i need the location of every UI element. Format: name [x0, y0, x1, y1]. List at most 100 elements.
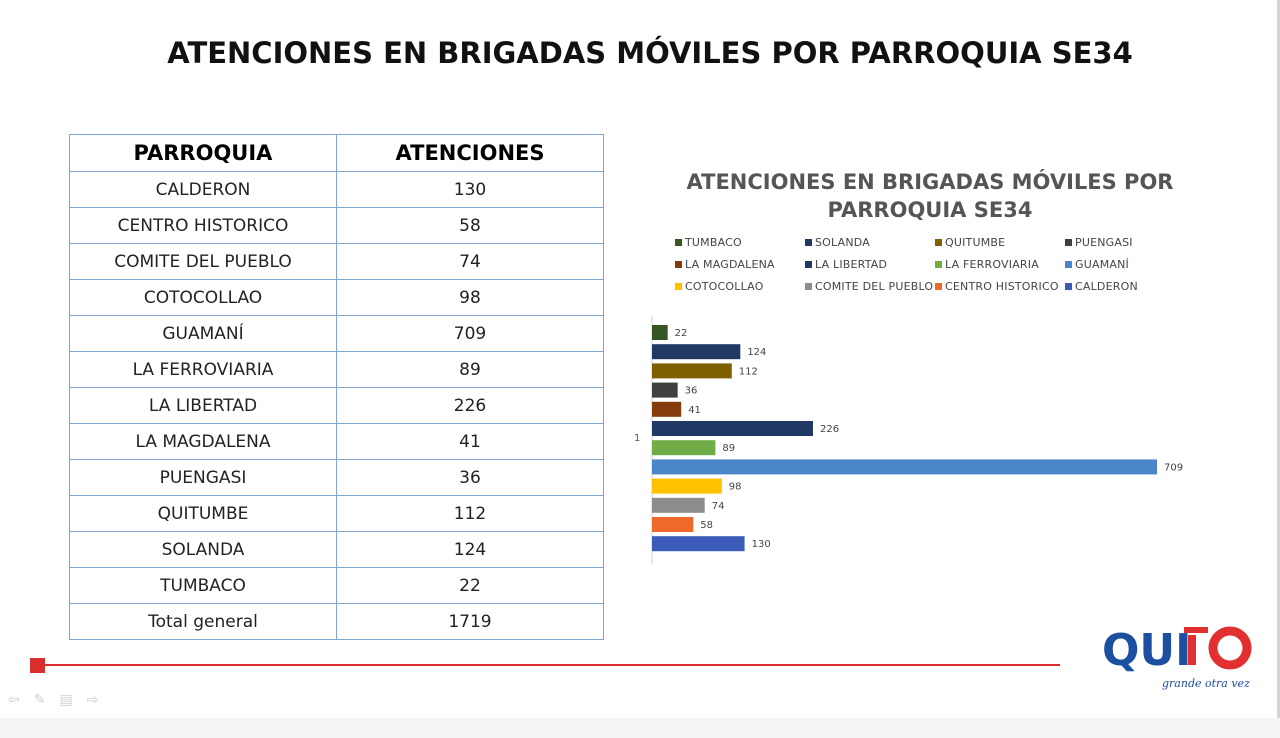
table-row: LA LIBERTAD 226	[69, 387, 604, 424]
legend-swatch	[805, 261, 812, 268]
legend-item: TUMBACO	[675, 236, 742, 249]
cell-parroquia: TUMBACO	[69, 567, 337, 604]
bar-value-label: 124	[747, 347, 766, 358]
bar-value-label: 130	[752, 539, 771, 550]
legend-label: GUAMANÍ	[1075, 258, 1129, 271]
table-row: PUENGASI 36	[69, 459, 604, 496]
legend-label: SOLANDA	[815, 236, 870, 249]
legend-swatch	[1065, 261, 1072, 268]
legend-label: COMITE DEL PUEBLO	[815, 280, 934, 293]
cell-parroquia: COTOCOLLAO	[69, 279, 337, 316]
legend-item: CALDERON	[1065, 280, 1138, 293]
legend-swatch	[935, 239, 942, 246]
cell-parroquia: CENTRO HISTORICO	[69, 207, 337, 244]
legend-swatch	[675, 261, 682, 268]
svg-text:grande otra vez: grande otra vez	[1162, 677, 1250, 690]
bar-chart: 1 22 124 112 36 41 226 89 709 98 74 58 130	[634, 316, 1183, 564]
legend-item: CENTRO HISTORICO	[935, 280, 1059, 293]
cell-parroquia: SOLANDA	[69, 531, 337, 568]
legend-label: LA MAGDALENA	[685, 258, 775, 271]
legend-swatch	[805, 283, 812, 290]
bar	[652, 325, 668, 340]
quito-logo: QUI grande otra vez	[1102, 625, 1252, 690]
category-tick-label: 1	[634, 433, 640, 444]
bar	[652, 344, 741, 360]
legend-label: QUITUMBE	[945, 236, 1006, 249]
bar-value-label: 112	[739, 366, 758, 377]
slide-title: ATENCIONES EN BRIGADAS MÓVILES POR PARRO…	[167, 36, 1133, 70]
table-row: GUAMANÍ 709	[69, 315, 604, 352]
legend-swatch	[935, 283, 942, 290]
legend-label: TUMBACO	[685, 236, 742, 249]
table-row: LA FERROVIARIA 89	[69, 351, 604, 388]
bar	[652, 421, 813, 436]
table-row: QUITUMBE 112	[69, 495, 604, 532]
cell-atenciones: 226	[336, 387, 604, 424]
cell-parroquia: QUITUMBE	[69, 495, 337, 532]
arrow-right-icon[interactable]: ⇨	[86, 692, 99, 708]
cell-atenciones: 98	[336, 279, 604, 316]
bar-value-label: 709	[1164, 462, 1183, 473]
legend-swatch	[935, 261, 942, 268]
legend-item: GUAMANÍ	[1065, 258, 1129, 271]
legend-item: LA LIBERTAD	[805, 258, 887, 271]
table-total-row: Total general 1719	[69, 603, 604, 640]
cell-atenciones: 41	[336, 423, 604, 460]
legend-label: PUENGASI	[1075, 236, 1133, 249]
bar-value-label: 74	[712, 501, 725, 512]
legend-label: CALDERON	[1075, 280, 1138, 293]
bar	[652, 401, 682, 417]
legend-label: LA LIBERTAD	[815, 258, 888, 271]
table-row: CALDERON 130	[69, 171, 604, 208]
bar	[652, 517, 694, 532]
legend-label: LA FERROVIARIA	[945, 258, 1039, 271]
bar-value-label: 226	[820, 424, 839, 435]
legend-swatch	[1065, 239, 1072, 246]
bar-value-label: 89	[722, 443, 735, 454]
bar-value-label: 22	[675, 328, 688, 339]
slides-icon[interactable]: ▤	[59, 692, 73, 708]
bar	[652, 363, 732, 379]
pen-icon[interactable]: ✎	[33, 692, 46, 708]
legend-swatch	[675, 239, 682, 246]
cell-parroquia: GUAMANÍ	[69, 315, 337, 352]
data-table: PARROQUIA ATENCIONES CALDERON 130 CENTRO H…	[69, 134, 604, 640]
bar-value-label: 41	[688, 405, 701, 416]
legend-label: CENTRO HISTORICO	[945, 280, 1059, 293]
cell-atenciones: 58	[336, 207, 604, 244]
cell-atenciones: 124	[336, 531, 604, 568]
bar-value-label: 98	[729, 482, 742, 493]
bar-value-label: 58	[700, 520, 713, 531]
svg-text:QUI: QUI	[1102, 625, 1192, 676]
slide-nav-controls: ⇦ ✎ ▤ ⇨	[8, 692, 98, 708]
cell-parroquia: Total general	[69, 603, 337, 640]
table-row: SOLANDA 124	[69, 531, 604, 568]
legend-swatch	[805, 239, 812, 246]
legend-item: LA MAGDALENA	[675, 258, 775, 271]
legend-swatch	[1065, 283, 1072, 290]
cell-parroquia: CALDERON	[69, 171, 337, 208]
bar	[652, 497, 705, 513]
bar-value-label: 36	[685, 386, 698, 397]
cell-atenciones: 112	[336, 495, 604, 532]
legend-label: COTOCOLLAO	[685, 280, 764, 293]
legend-item: PUENGASI	[1065, 236, 1133, 249]
arrow-left-icon[interactable]: ⇦	[8, 692, 20, 708]
table-row: COMITE DEL PUEBLO 74	[69, 243, 604, 280]
legend-item: COMITE DEL PUEBLO	[805, 280, 933, 293]
table-row: TUMBACO 22	[69, 567, 604, 604]
window-edge	[1277, 0, 1280, 738]
legend-item: COTOCOLLAO	[675, 280, 764, 293]
table-row: COTOCOLLAO 98	[69, 279, 604, 316]
table-row: LA MAGDALENA 41	[69, 423, 604, 460]
footer-square	[30, 658, 45, 673]
cell-parroquia: PUENGASI	[69, 459, 337, 496]
legend-swatch	[675, 283, 682, 290]
bottom-bar	[0, 718, 1280, 738]
bar	[652, 536, 745, 552]
bar	[652, 478, 722, 494]
legend-item: SOLANDA	[805, 236, 870, 249]
cell-atenciones: 36	[336, 459, 604, 496]
cell-parroquia: LA LIBERTAD	[69, 387, 337, 424]
legend-item: QUITUMBE	[935, 236, 1005, 249]
